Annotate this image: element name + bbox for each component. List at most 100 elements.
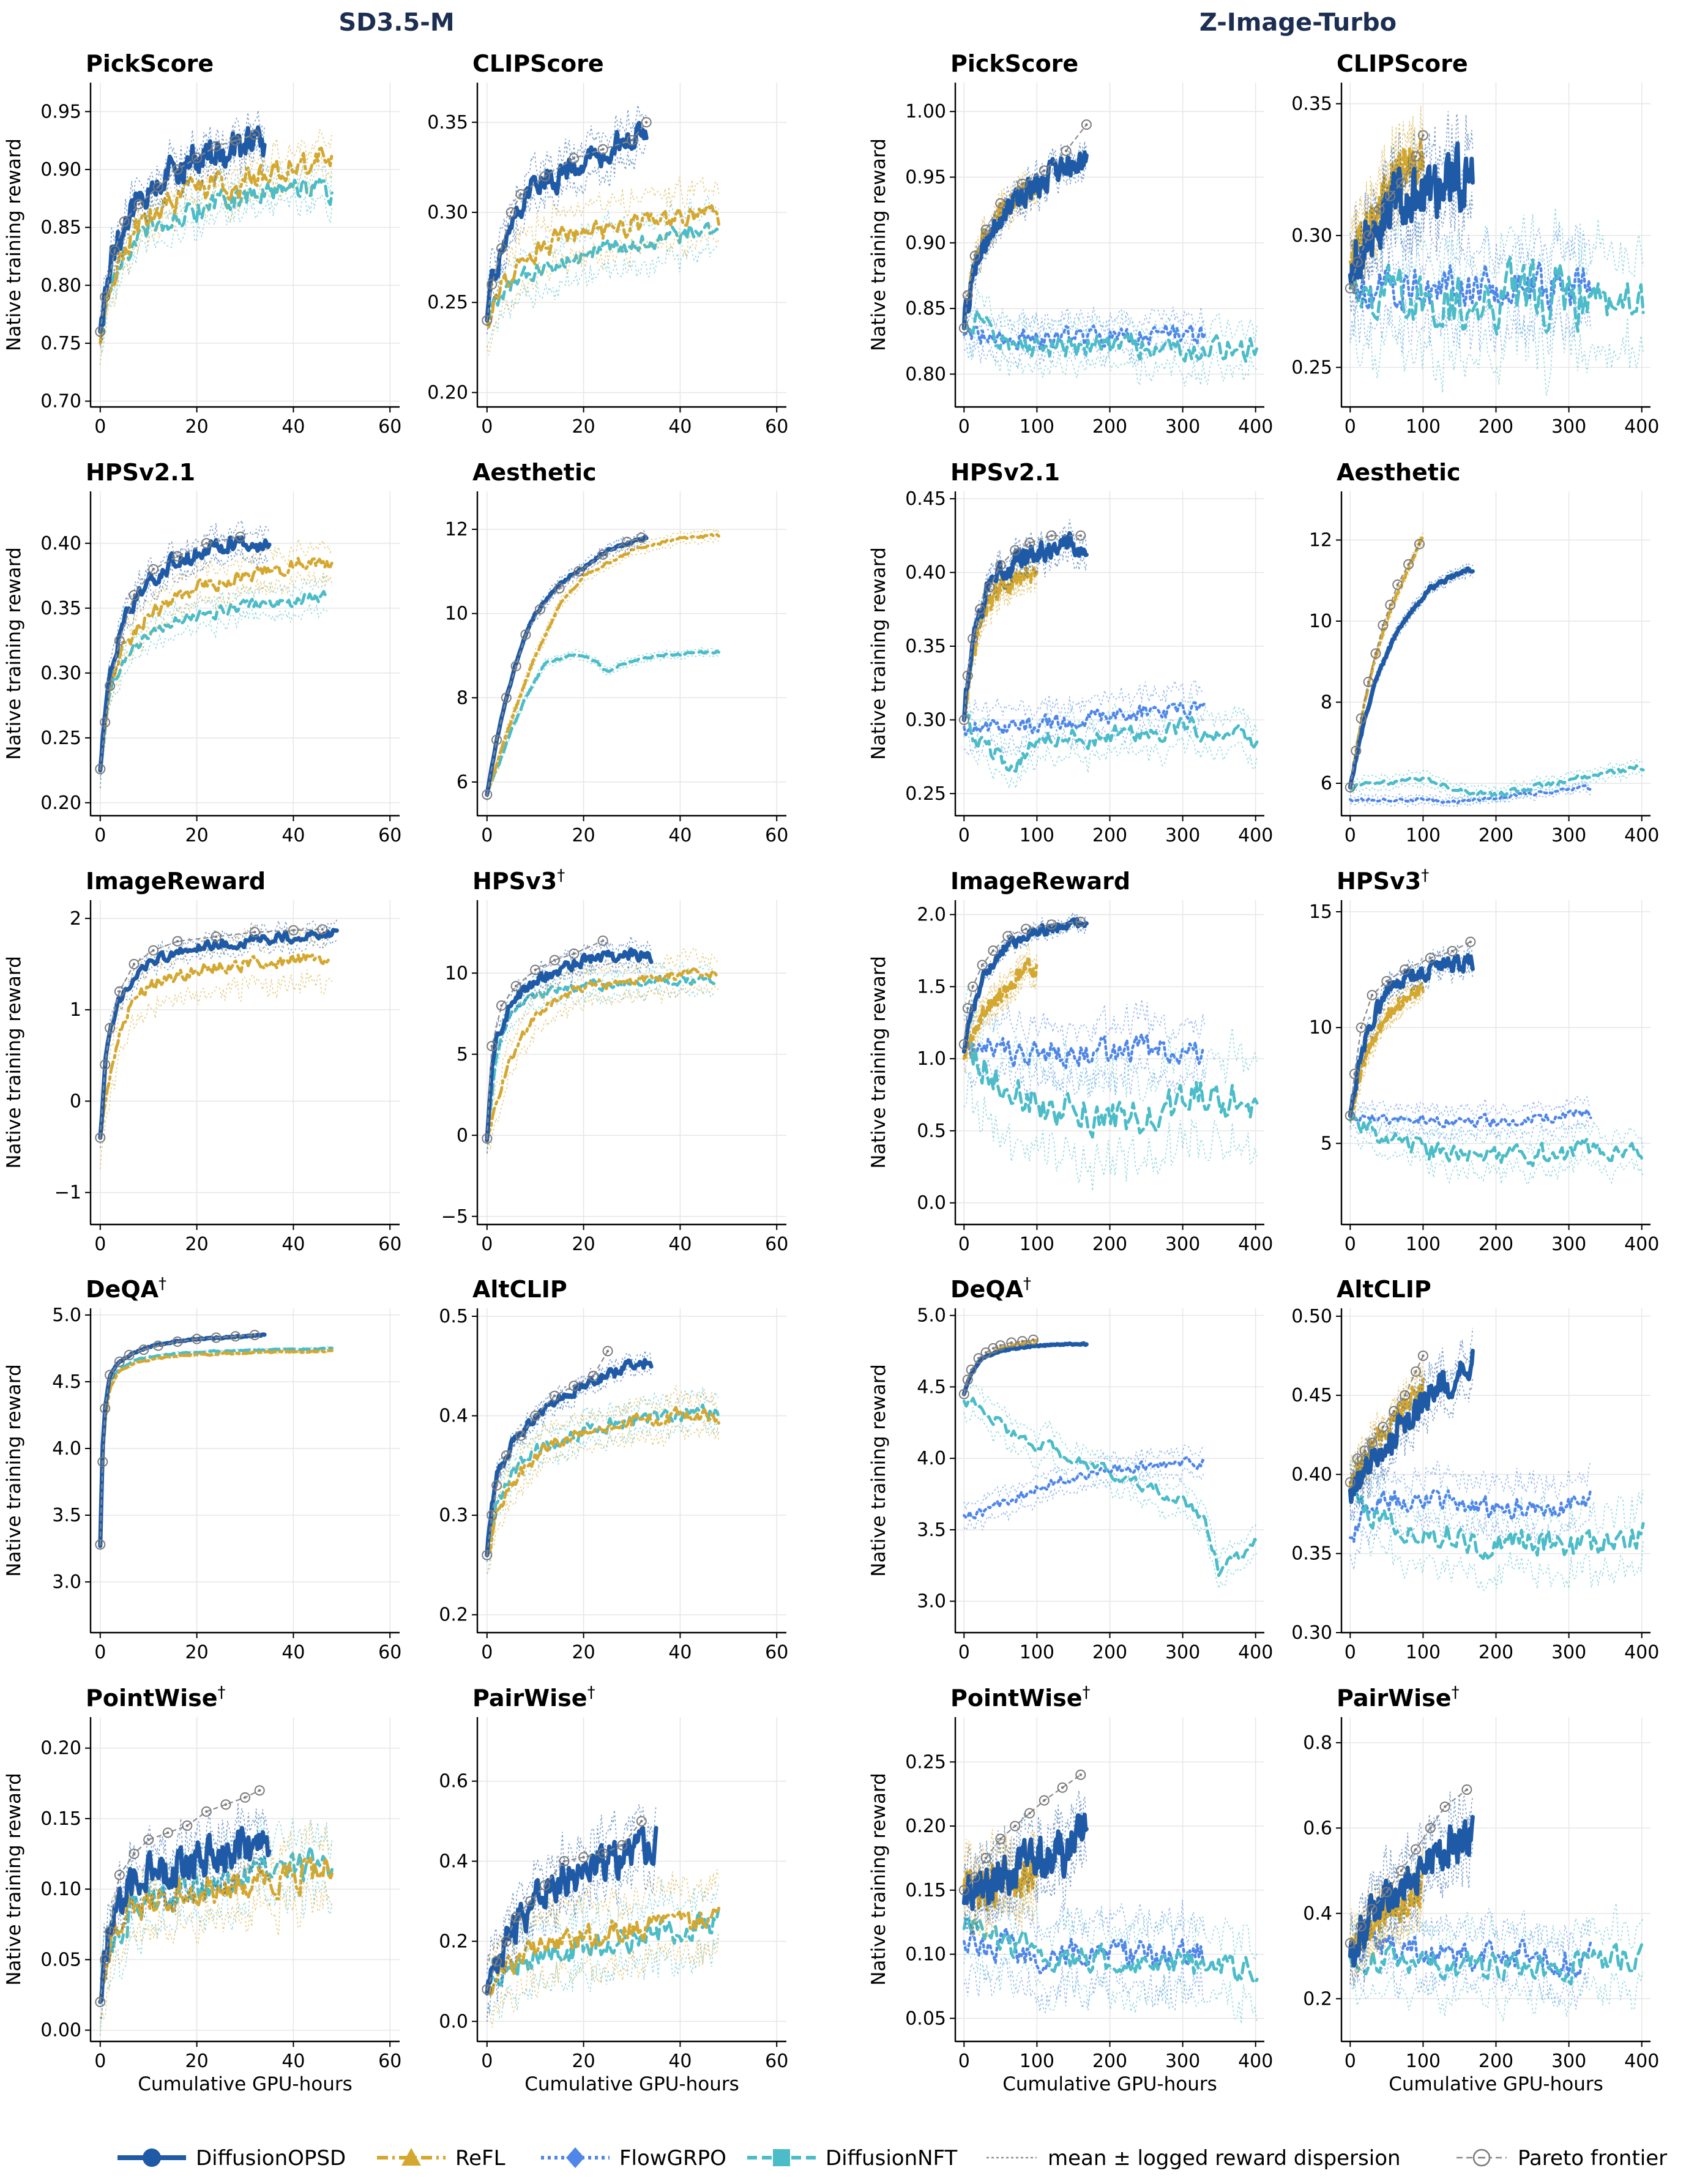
pareto-point-dot <box>1013 1824 1016 1828</box>
dispersion-lower-flowgrpo <box>1349 1952 1591 2010</box>
pareto-point-dot <box>99 2000 102 2003</box>
pareto-point-dot <box>1392 1409 1395 1413</box>
dispersion-lower-refl <box>487 980 719 1153</box>
pareto-point-dot <box>1363 1449 1367 1452</box>
plot-area <box>958 1769 1259 2024</box>
panel-title: HPSv2.1 <box>950 459 1060 486</box>
pareto-point-dot <box>1356 1457 1359 1460</box>
pareto-point-dot <box>999 202 1002 205</box>
pareto-point <box>1345 782 1356 793</box>
pareto-point <box>230 1331 241 1342</box>
x-tick-label: 0 <box>481 1234 493 1255</box>
x-tick-label: 400 <box>1238 1234 1273 1255</box>
pareto-point <box>1017 1336 1028 1347</box>
dispersion-upper-diffusionopsd <box>487 105 647 297</box>
pareto-point <box>491 1480 502 1491</box>
pareto-point-dot <box>1349 1481 1352 1484</box>
x-tick-label: 300 <box>1551 1234 1586 1255</box>
x-tick-label: 200 <box>1092 2051 1127 2072</box>
series-line-refl <box>485 1906 720 1997</box>
y-tick-label: 0.10 <box>40 1879 81 1900</box>
series-line-flowgrpo <box>1349 1108 1592 1128</box>
pareto-point <box>597 144 608 155</box>
pareto-point-dot <box>572 952 576 955</box>
pareto-point-dot <box>1354 749 1358 753</box>
pareto-point <box>482 315 493 326</box>
x-axis-label: Cumulative GPU-hours <box>138 2073 352 2095</box>
pareto-point <box>636 532 647 543</box>
plot-area <box>482 528 720 802</box>
pareto-point-dot <box>1061 1786 1064 1789</box>
pareto-point <box>1385 600 1396 610</box>
dispersion-upper-diffusionnft <box>963 289 1258 349</box>
pareto-point-dot <box>485 319 488 322</box>
pareto-point-dot <box>1064 149 1068 152</box>
pareto-point <box>1061 146 1072 157</box>
x-tick-label: 40 <box>282 1642 305 1663</box>
series-line-flowgrpo <box>963 323 1206 351</box>
x-tick-label: 200 <box>1479 416 1513 438</box>
dispersion-upper-diffusionopsd <box>487 530 647 791</box>
pareto-point-dot <box>123 220 126 223</box>
dispersion-upper-diffusionnft <box>1349 198 1644 295</box>
pareto-point-dot <box>966 674 969 677</box>
pareto-point <box>1425 1822 1436 1833</box>
legend-item-diffusionopsd: DiffusionOPSD <box>117 2146 346 2171</box>
panel-title: DeQA† <box>950 1275 1031 1303</box>
dispersion-lower-flowgrpo <box>963 1054 1206 1101</box>
pareto-point-dot <box>963 327 966 330</box>
y-tick-label: 8 <box>457 687 468 709</box>
x-tick-label: 20 <box>572 825 595 846</box>
pareto-point-dot <box>601 147 605 151</box>
pareto-point-dot <box>108 1026 111 1030</box>
x-tick-label: 200 <box>1092 825 1127 846</box>
y-tick-label: 10 <box>1309 611 1332 632</box>
dispersion-lower-diffusionopsd <box>1349 962 1474 1128</box>
y-tick-label: 0.80 <box>40 275 81 296</box>
pareto-point-dot <box>152 949 155 952</box>
y-tick-label: 0.20 <box>40 1738 81 1759</box>
y-tick-label: 0.25 <box>905 783 946 805</box>
dispersion-lower-diffusionopsd <box>963 1840 1087 1939</box>
panel-sd3-5-m-aesthetic: 0 20 40 60 6 8 10 12 Aesthetic <box>445 459 789 846</box>
y-tick-label: 0.80 <box>905 363 946 385</box>
x-tick-label: 300 <box>1551 1642 1586 1663</box>
pareto-point-dot <box>529 1899 532 1903</box>
pareto-point-dot <box>577 570 580 573</box>
pareto-point-dot <box>176 554 179 558</box>
pareto-point <box>487 1041 498 1051</box>
pareto-point <box>100 1403 111 1414</box>
series-line-refl <box>1348 982 1425 1117</box>
dispersion-upper-flowgrpo <box>1349 1898 1592 1957</box>
pareto-point <box>969 1872 980 1883</box>
pareto-point <box>988 1343 999 1354</box>
dispersion-lower-flowgrpo <box>1349 1117 1591 1142</box>
x-tick-label: 0 <box>1345 1234 1356 1255</box>
pareto-point <box>1075 916 1086 927</box>
series-line-diffusionnft <box>99 590 329 766</box>
pareto-point <box>510 1912 521 1923</box>
pareto-point-dot <box>1469 940 1472 944</box>
pareto-point-dot <box>205 542 208 545</box>
pareto-point <box>597 1847 608 1858</box>
pareto-point <box>988 945 999 956</box>
dispersion-lower-diffusionopsd <box>1349 1376 1474 1521</box>
pareto-point <box>491 734 502 745</box>
y-tick-label: 0.6 <box>439 1771 468 1792</box>
pareto-point <box>569 948 580 959</box>
dispersion-upper-diffusionnft <box>963 1884 1258 1962</box>
pareto-point <box>966 1364 977 1375</box>
y-tick-label: 0.50 <box>1291 1306 1332 1327</box>
y-tick-label: 10 <box>445 963 468 984</box>
pareto-point-dot <box>500 1004 503 1007</box>
pareto-point-dot <box>258 1789 261 1792</box>
pareto-point-dot <box>644 121 648 124</box>
pareto-point <box>1396 1865 1407 1876</box>
x-tick-label: 0 <box>481 825 493 846</box>
pareto-point-dot <box>572 1384 576 1388</box>
pareto-point-dot <box>1353 1072 1356 1076</box>
pareto-point <box>962 1003 973 1014</box>
pareto-point-dot <box>1367 234 1370 237</box>
